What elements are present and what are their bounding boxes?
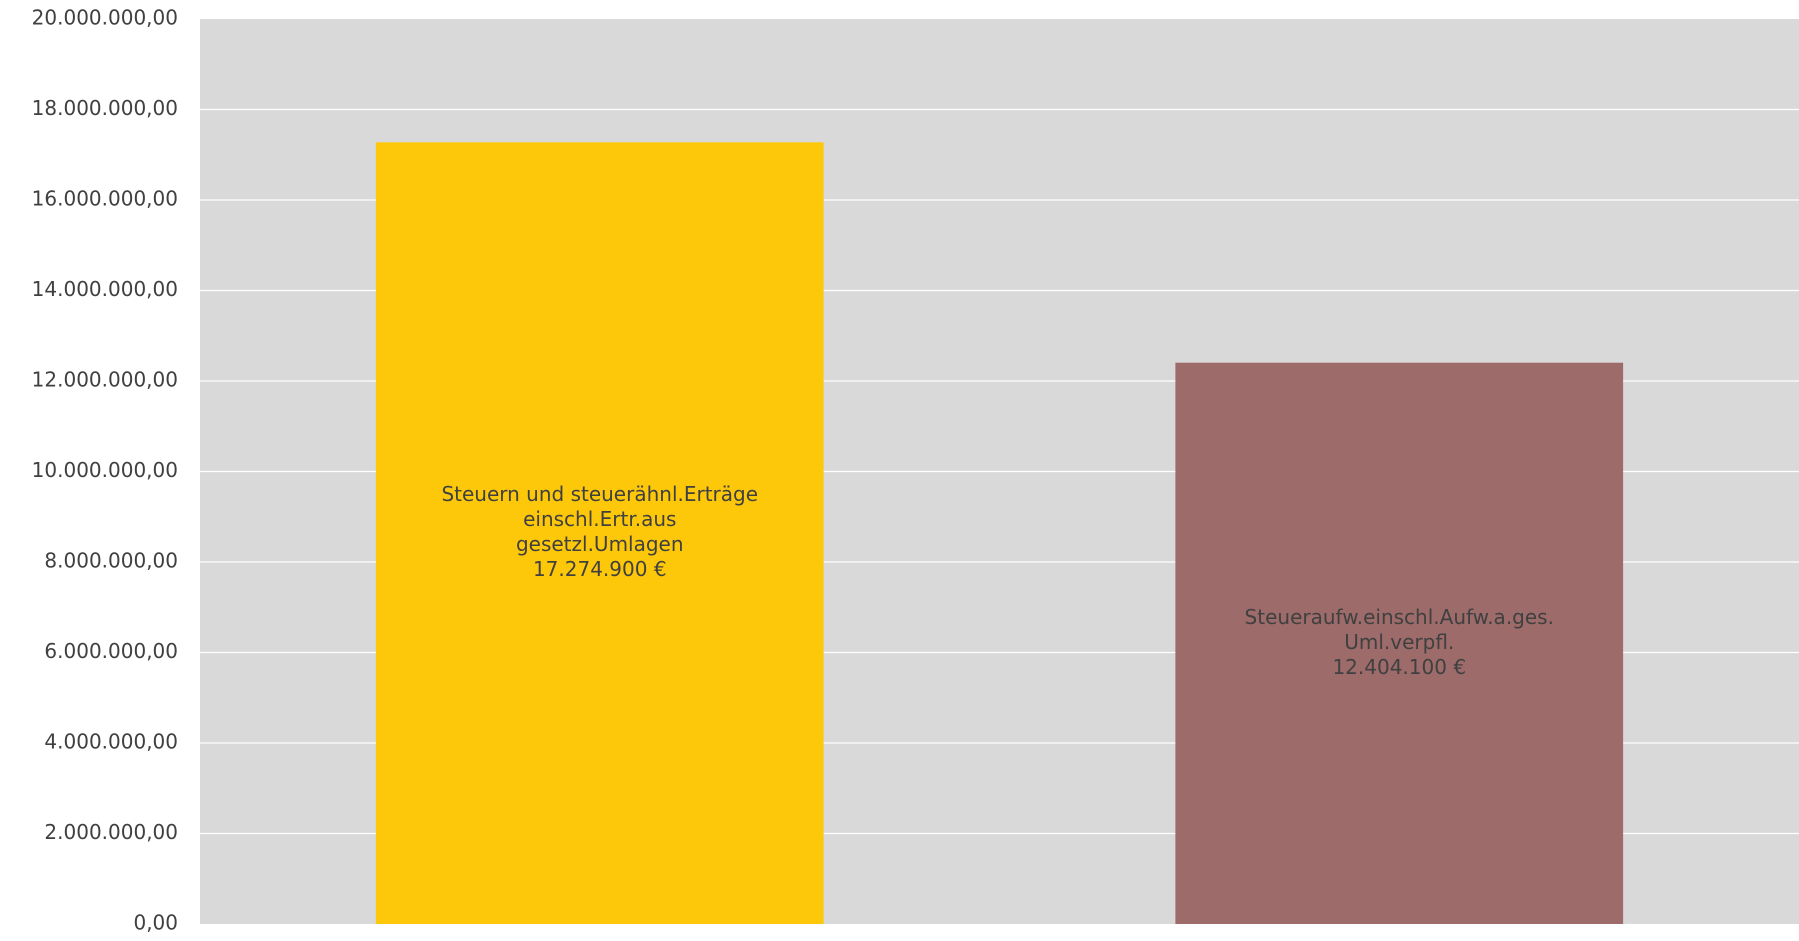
y-tick-label: 18.000.000,00 [32,96,178,120]
bar [375,142,824,924]
bar-data-label: einschl.Ertr.aus [523,507,676,531]
y-tick-label: 0,00 [133,911,178,935]
bar-data-label: Steuern und steuerähnl.Erträge [441,482,758,506]
y-tick-label: 4.000.000,00 [44,730,178,754]
leader-line [1604,923,1632,938]
bar-data-label: Uml.verpfl. [1344,630,1454,654]
y-tick-label: 6.000.000,00 [44,639,178,663]
y-tick-label: 10.000.000,00 [32,458,178,482]
y-tick-label: 16.000.000,00 [32,187,178,211]
y-tick-label: 8.000.000,00 [44,549,178,573]
bar [1175,362,1624,924]
bar-data-label: Steueraufw.einschl.Aufw.a.ges. [1245,605,1554,629]
bar-data-label: 17.274.900 € [533,557,667,581]
y-tick-label: 2.000.000,00 [44,820,178,844]
y-tick-label: 20.000.000,00 [32,6,178,30]
y-tick-label: 14.000.000,00 [32,277,178,301]
bar-data-label: 12.404.100 € [1332,655,1466,679]
y-tick-label: 12.000.000,00 [32,368,178,392]
bar-data-label: gesetzl.Umlagen [516,532,684,556]
